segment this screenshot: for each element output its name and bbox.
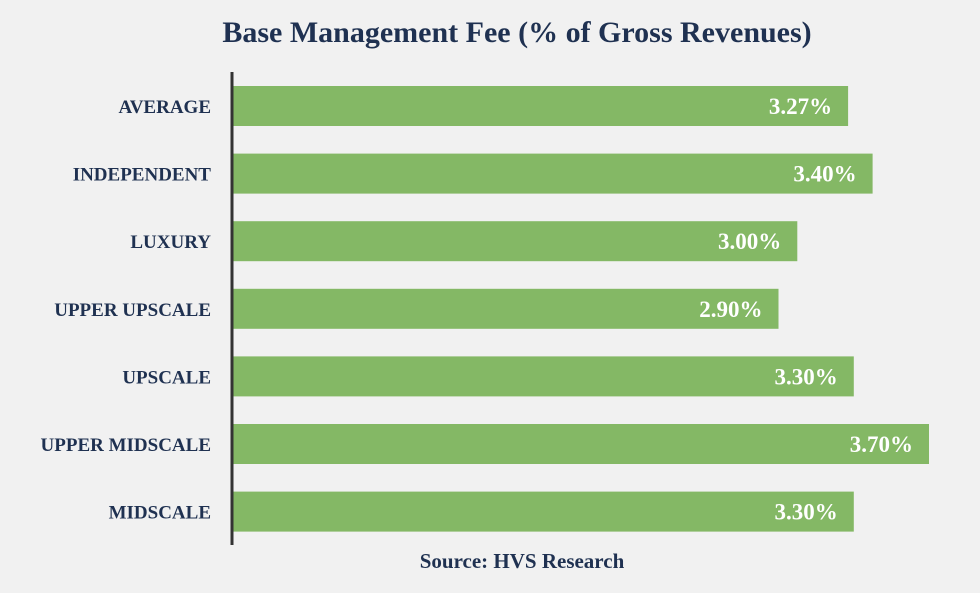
bar-midscale: [233, 491, 854, 532]
data-label: 3.27%: [769, 94, 832, 119]
bar-independent: [233, 153, 873, 194]
data-label: 3.30%: [775, 364, 838, 389]
category-label: UPPER UPSCALE: [54, 300, 211, 321]
bar-average: [233, 86, 849, 126]
chart-source: Source: HVS Research: [419, 549, 625, 573]
data-label: 2.90%: [699, 297, 762, 322]
labels-layer: AVERAGE INDEPENDENT LUXURY UPPER UPSCALE UPS…: [41, 97, 212, 524]
data-label: 3.00%: [718, 229, 781, 254]
bar-upscale: [233, 356, 854, 397]
data-label: 3.30%: [775, 500, 838, 525]
bar-luxury: [233, 221, 798, 262]
data-label: 3.40%: [793, 162, 856, 187]
chart-title: Base Management Fee (% of Gross Revenues…: [222, 16, 812, 49]
bar-upper-midscale: [233, 424, 929, 464]
category-label: MIDSCALE: [109, 503, 211, 524]
category-label: UPSCALE: [122, 367, 211, 388]
category-label: LUXURY: [130, 232, 211, 253]
category-label: UPPER MIDSCALE: [41, 435, 211, 456]
bar-upper-upscale: [233, 288, 779, 329]
category-label: INDEPENDENT: [73, 165, 212, 186]
data-label: 3.70%: [850, 432, 913, 457]
bars-layer: 3.27% 3.40% 3.00% 2.90% 3.30% 3.70% 3.30%: [233, 86, 929, 532]
category-label: AVERAGE: [118, 97, 211, 118]
